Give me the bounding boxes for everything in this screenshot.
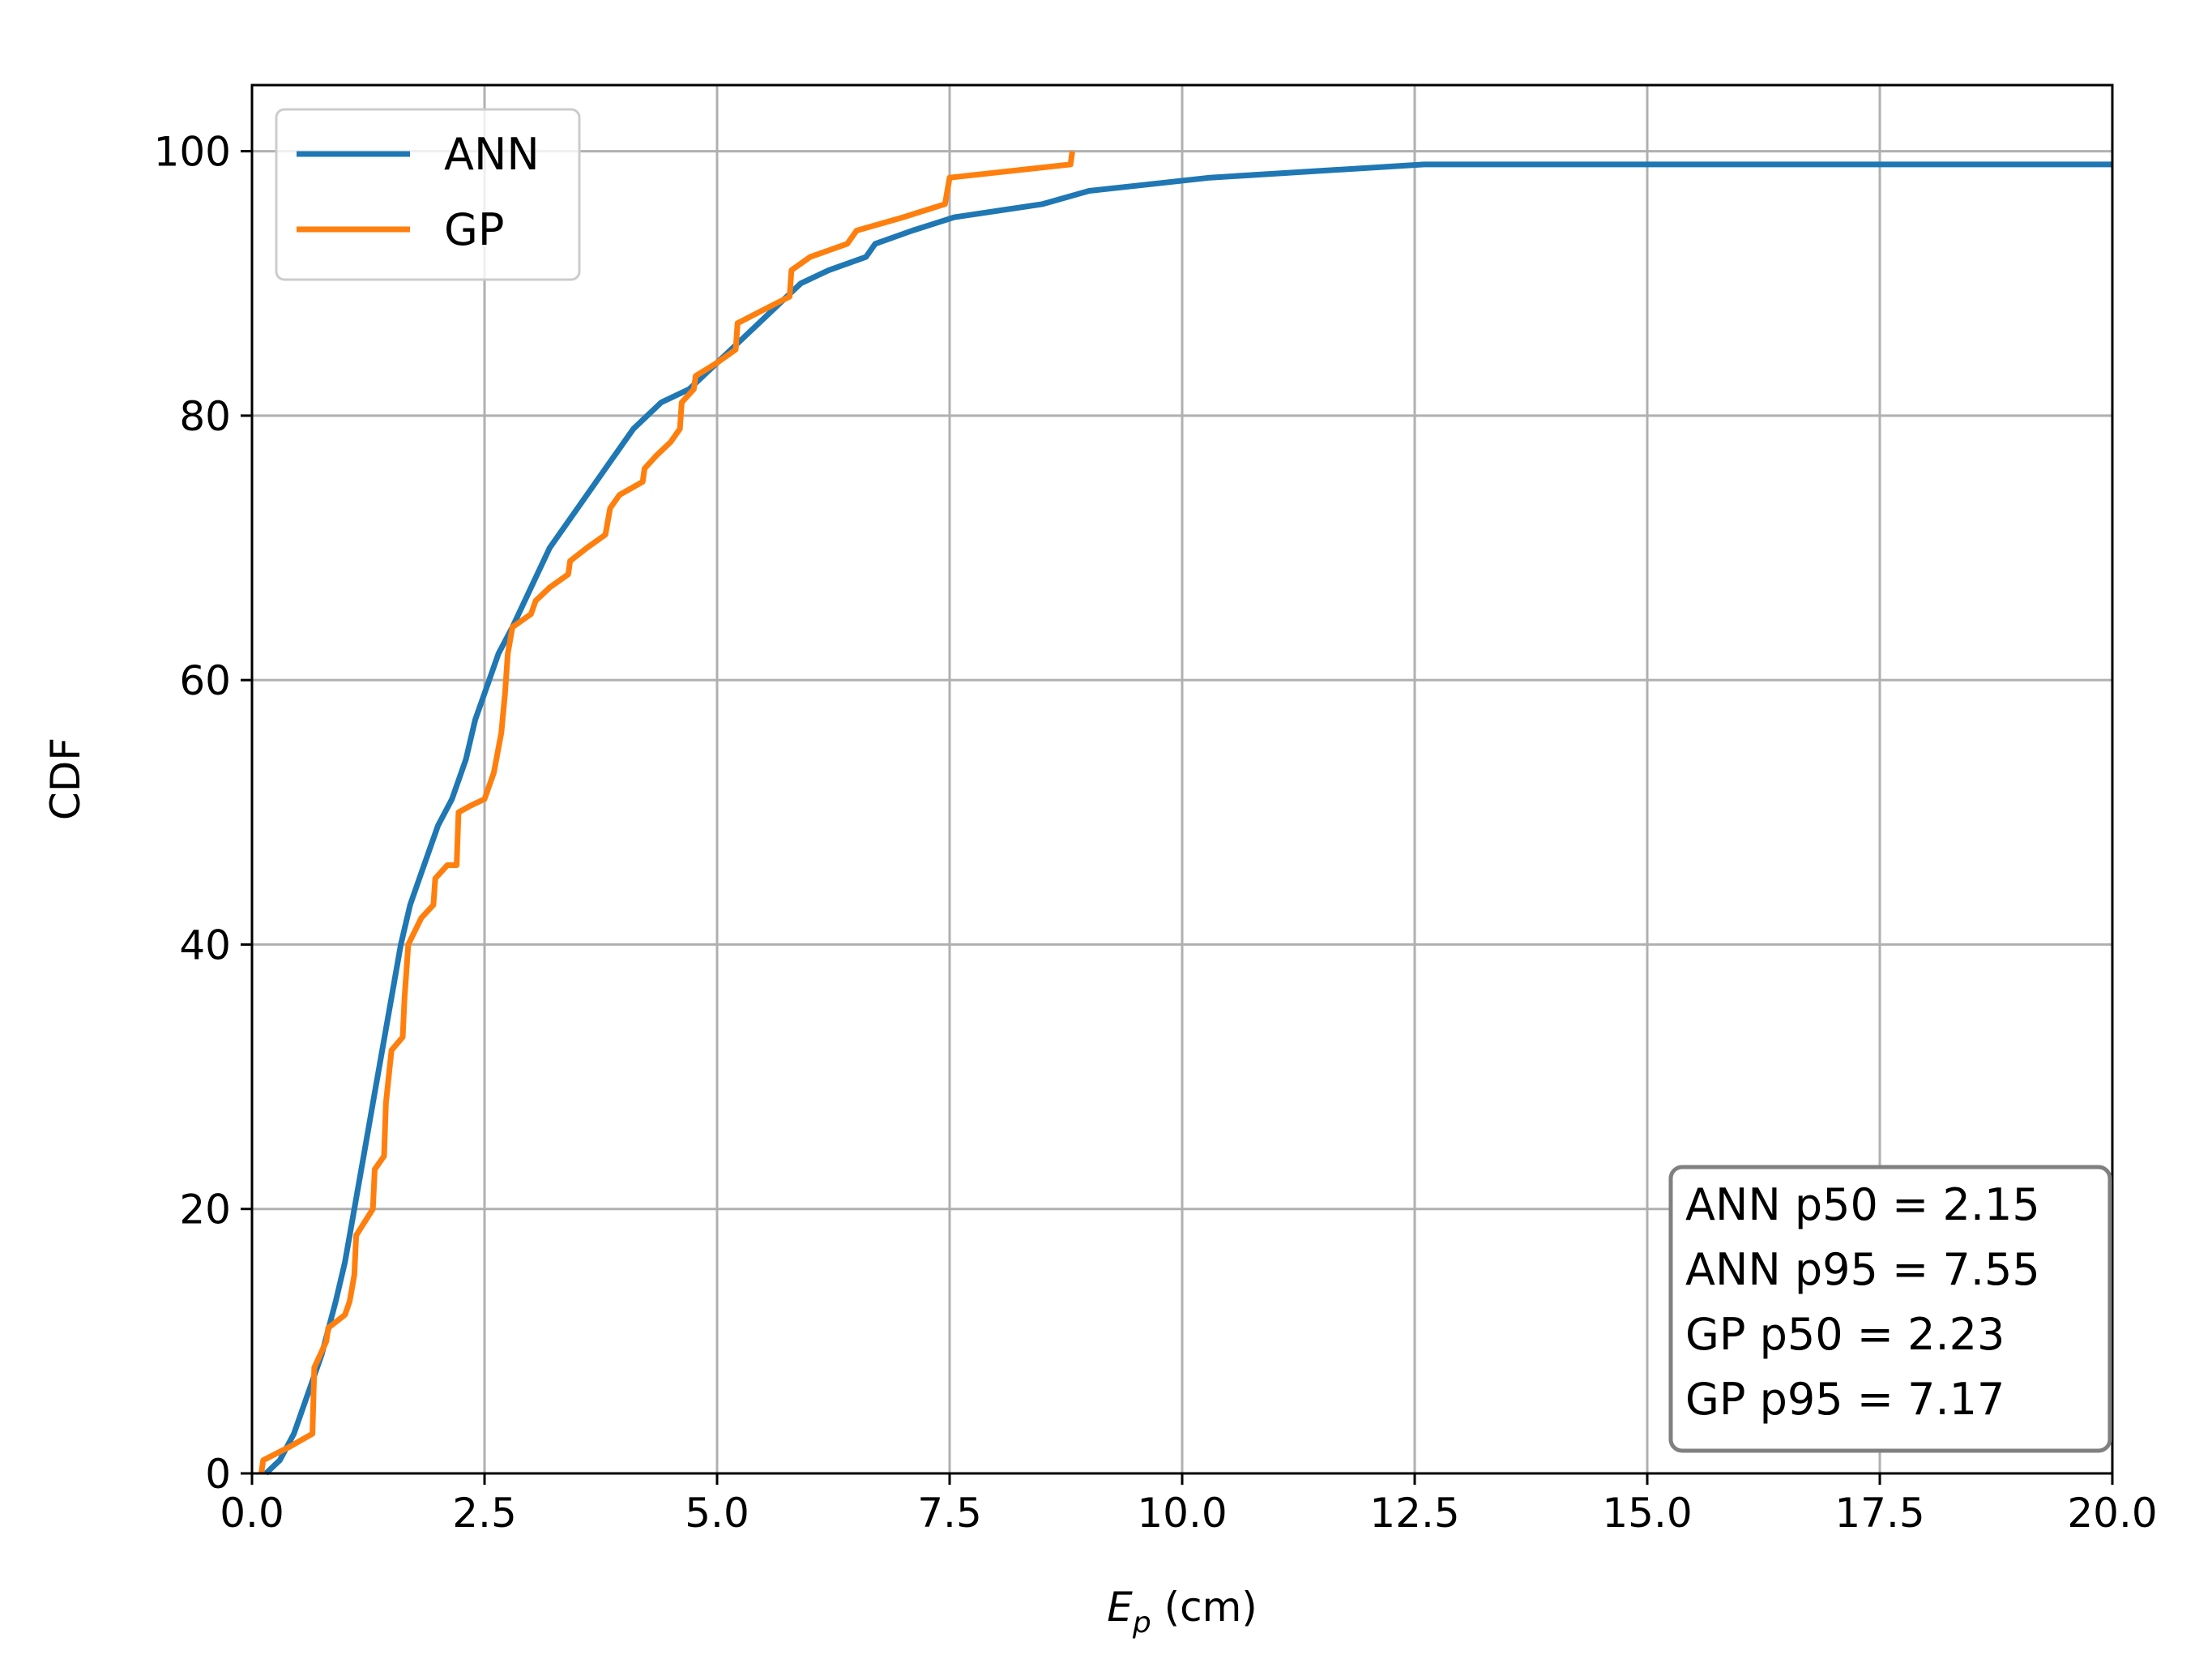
y-tick-label: 60 xyxy=(179,657,231,704)
y-tick-label: 80 xyxy=(179,393,231,440)
y-tick-label: 40 xyxy=(179,921,231,968)
stats-ann-p95: ANN p95 = 7.55 xyxy=(1685,1244,2040,1295)
x-axis-label-unit: (cm) xyxy=(1151,1584,1258,1631)
x-axis-label-subscript: p xyxy=(1132,1606,1151,1640)
legend: ANN GP xyxy=(275,108,581,281)
stats-box-frame xyxy=(1668,1165,2112,1453)
x-tick-label: 5.0 xyxy=(685,1490,749,1537)
ticks: 0.0 2.5 5.0 7.5 10.0 12.5 15.0 17.5 20.0 0 20 40 60 8… xyxy=(154,129,2158,1537)
y-tick-label: 100 xyxy=(154,129,231,176)
x-tick-label: 17.5 xyxy=(1834,1490,1924,1537)
x-tick-label: 20.0 xyxy=(2067,1490,2157,1537)
y-tick-label: 0 xyxy=(205,1451,231,1498)
x-axis-label-main: E xyxy=(1107,1584,1133,1631)
x-axis-label: Ep (cm) xyxy=(1107,1584,1258,1640)
stats-ann-p50: ANN p50 = 2.15 xyxy=(1685,1179,2040,1230)
stats-gp-p95: GP p95 = 7.17 xyxy=(1685,1374,2005,1425)
series-line-ann xyxy=(263,161,2112,1476)
x-tick-label: 0.0 xyxy=(220,1490,284,1537)
x-tick-label: 10.0 xyxy=(1137,1490,1227,1537)
y-axis-label: CDF xyxy=(42,738,89,820)
legend-label-gp: GP xyxy=(444,204,504,255)
x-tick-label: 12.5 xyxy=(1369,1490,1459,1537)
x-tick-label: 15.0 xyxy=(1602,1490,1692,1537)
series-lines xyxy=(258,151,2112,1476)
x-tick-label: 7.5 xyxy=(917,1490,982,1537)
series-line-gp xyxy=(258,151,1075,1474)
x-tick-label: 2.5 xyxy=(452,1490,517,1537)
stats-gp-p50: GP p50 = 2.23 xyxy=(1685,1309,2005,1360)
stats-box: ANN p50 = 2.15 ANN p95 = 7.55 GP p50 = 2… xyxy=(1668,1165,2112,1453)
legend-label-ann: ANN xyxy=(444,129,540,180)
y-tick-label: 20 xyxy=(179,1187,231,1234)
